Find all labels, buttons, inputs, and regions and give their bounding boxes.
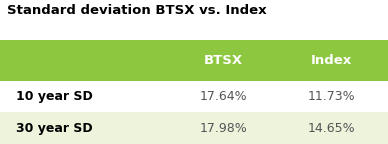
Bar: [0, 112, 388, 144]
Text: Standard deviation BTSX vs. Index: Standard deviation BTSX vs. Index: [7, 4, 267, 17]
Bar: [0, 81, 388, 112]
Text: 11.73%: 11.73%: [308, 90, 355, 103]
Text: 17.64%: 17.64%: [199, 90, 247, 103]
Text: 17.98%: 17.98%: [199, 122, 247, 135]
Bar: [0, 40, 388, 81]
Text: Index: Index: [311, 54, 352, 67]
Text: BTSX: BTSX: [204, 54, 242, 67]
Text: 30 year SD: 30 year SD: [16, 122, 92, 135]
Text: 10 year SD: 10 year SD: [16, 90, 92, 103]
Text: 14.65%: 14.65%: [308, 122, 355, 135]
